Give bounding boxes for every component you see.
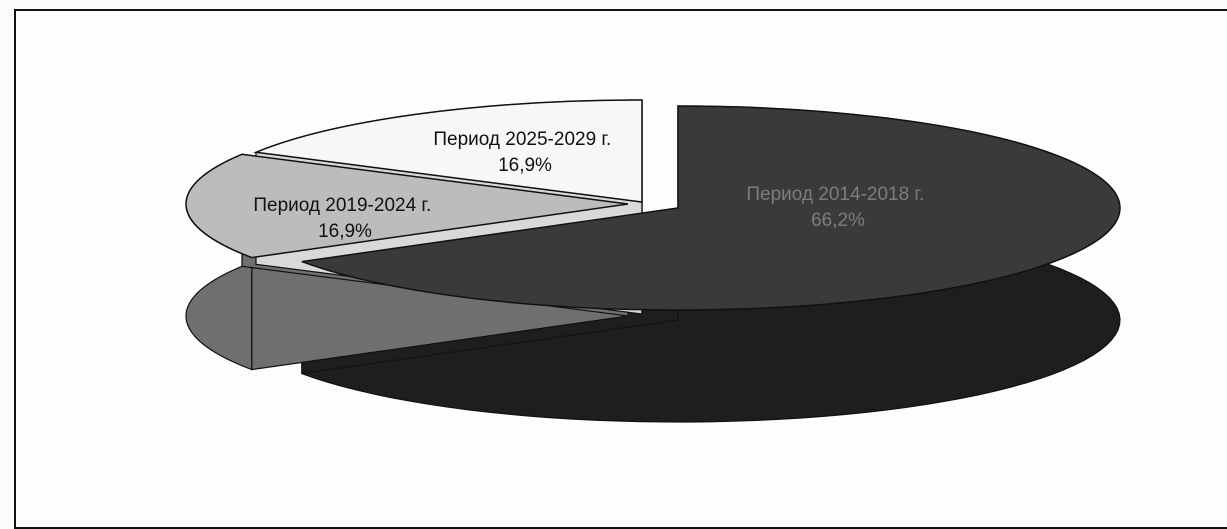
slice-label-2019-2024: Период 2019-2024 г. 16,9%: [253, 195, 436, 242]
slice-label-2025-2029: Период 2025-2029 г. 16,9%: [433, 129, 616, 176]
pie-labels: Период 2014-2018 г. 66,2% Период 2019-20…: [253, 129, 929, 242]
pie-slice-1: [185, 153, 629, 259]
pie-chart: Период 2014-2018 г. 66,2% Период 2019-20…: [185, 99, 1121, 423]
pie-slice-2: [253, 99, 643, 203]
pie-top-faces: [185, 99, 1121, 311]
pie-slice-0: [301, 105, 1121, 311]
slice-label-2014-2018: Период 2014-2018 г. 66,2%: [746, 184, 929, 231]
